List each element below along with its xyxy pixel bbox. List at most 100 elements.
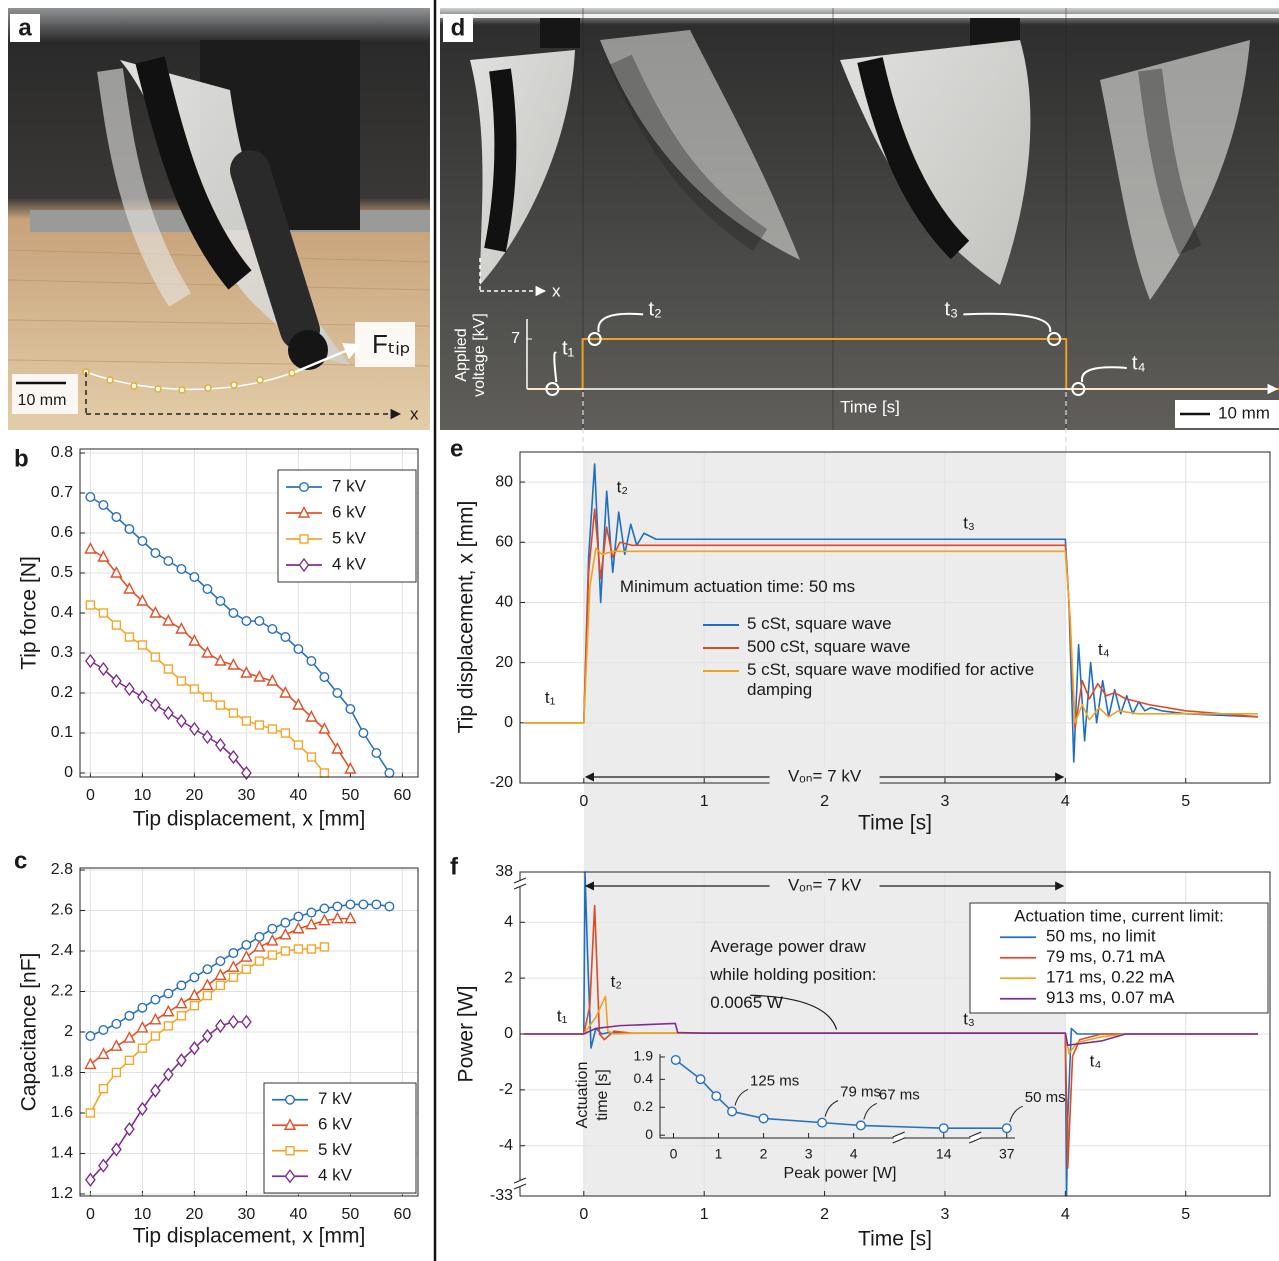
- point: [137, 1043, 148, 1053]
- y-tick-label: 0: [64, 764, 73, 781]
- point: [280, 632, 291, 643]
- point: [111, 1018, 122, 1029]
- point: [241, 964, 252, 974]
- annotation: t₃: [945, 299, 959, 321]
- point: [318, 721, 331, 734]
- x-axis-label: Time [s]: [858, 812, 932, 835]
- axis-break-gap: [970, 1135, 981, 1141]
- legend-marker: [284, 1169, 296, 1184]
- legend-label: 7 kV: [318, 1089, 353, 1108]
- point: [176, 980, 187, 991]
- point: [124, 632, 135, 642]
- y-tick-label: 0.5: [51, 564, 73, 581]
- point: [306, 944, 317, 954]
- point-label: 67 ms: [879, 1086, 920, 1103]
- y-tick-label: -2: [499, 1081, 513, 1098]
- x-tick-label: 40: [290, 1206, 308, 1223]
- point: [319, 903, 330, 914]
- point: [163, 664, 174, 674]
- frame: [79, 448, 419, 778]
- point: [110, 565, 123, 578]
- annotation: t₁: [562, 337, 575, 359]
- x-tick-label: 10: [134, 1206, 152, 1223]
- y-tick-label: 0.4: [51, 604, 73, 621]
- x-tick-label: 0: [579, 1206, 588, 1223]
- point: [175, 621, 188, 634]
- point: [176, 1011, 187, 1021]
- photo-a: a 10 mm Fₜᵢₚ x: [7, 8, 431, 430]
- point: [85, 1031, 96, 1042]
- point: [305, 917, 318, 930]
- scale-bar-label: 10 mm: [18, 392, 67, 409]
- point: [124, 1010, 135, 1021]
- x-tick-label: 0: [86, 787, 95, 804]
- point: [293, 911, 304, 922]
- y-axis-label: voltage [kV]: [471, 313, 488, 397]
- legend-label: 913 ms, 0.07 mA: [1046, 988, 1175, 1007]
- point: [137, 689, 148, 705]
- legend-label: 171 ms, 0.22 mA: [1046, 968, 1175, 987]
- x-tick-label: 4: [850, 1146, 858, 1162]
- point: [202, 729, 213, 745]
- point: [695, 1074, 706, 1085]
- chart: 7 Time [s] Applied voltage [kV] t₁ t₂ t₃ t₄: [453, 299, 1279, 416]
- point: [98, 500, 109, 511]
- point: [176, 564, 187, 575]
- y-tick-label: 7: [511, 330, 520, 347]
- x-tick-label: 3: [941, 1206, 950, 1223]
- legend-label: 6 kV: [332, 502, 367, 521]
- point: [162, 613, 175, 626]
- line: [523, 995, 1258, 1055]
- x-tick-label: 1: [700, 793, 709, 810]
- axis-break: [513, 1177, 527, 1190]
- point: [111, 1142, 122, 1157]
- point: [280, 728, 291, 738]
- point: [267, 923, 278, 934]
- y-axis-label: time [s]: [594, 1069, 611, 1121]
- photo-d: d x 10 mm: [440, 8, 1279, 452]
- legend-marker: [285, 1094, 296, 1105]
- y-tick-label: 2.2: [51, 983, 73, 1000]
- legend-marker: [299, 534, 309, 544]
- panel-label: c: [14, 847, 27, 874]
- point: [227, 657, 240, 670]
- point: [85, 1108, 96, 1118]
- point: [150, 652, 161, 662]
- point: [344, 761, 357, 774]
- point: [84, 1057, 97, 1070]
- legend-marker: [285, 1146, 295, 1156]
- point: [817, 1117, 828, 1128]
- panel-label: f: [450, 853, 459, 880]
- axis-label: x: [410, 404, 419, 423]
- point: [371, 748, 382, 759]
- legend-label: 5 kV: [332, 528, 367, 547]
- point: [279, 685, 292, 698]
- y-tick-label: 2.4: [51, 942, 73, 959]
- point: [150, 697, 161, 713]
- leader: [597, 312, 644, 333]
- point: [175, 996, 188, 1009]
- y-tick-label: 2.8: [51, 861, 73, 878]
- label-bg: [769, 875, 880, 896]
- point: [384, 901, 395, 912]
- point: [163, 556, 174, 567]
- annotation: t₂: [617, 478, 628, 497]
- x-tick-label: 3: [941, 793, 950, 810]
- x-axis-label: Tip displacement, x [mm]: [133, 808, 366, 831]
- point: [215, 737, 226, 753]
- x-tick-label: 0: [579, 793, 588, 810]
- point: [123, 581, 136, 594]
- point: [306, 752, 317, 762]
- point: [98, 1158, 109, 1173]
- shade-bridge: [584, 783, 1066, 872]
- y-axis-label: Tip displacement, x [mm]: [455, 501, 478, 734]
- y-tick-label: 0.3: [51, 644, 73, 661]
- x-tick-label: 2: [820, 793, 829, 810]
- point: [306, 907, 317, 918]
- y-axis-label: Tip force [N]: [18, 556, 41, 670]
- legend-entry: 5 cSt, square wave: [747, 614, 892, 633]
- point: [254, 720, 265, 730]
- x-tick-label: 60: [394, 1206, 412, 1223]
- axis-break-gap: [893, 1135, 904, 1141]
